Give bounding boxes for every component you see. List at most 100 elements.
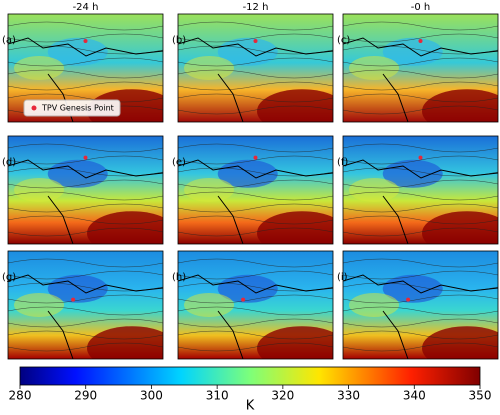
column-title: -12 h (243, 2, 269, 13)
field-blob (422, 211, 498, 244)
contour (343, 342, 498, 352)
panel-label: (i) (337, 272, 348, 283)
contour (343, 69, 498, 79)
field-blob (14, 178, 64, 202)
contour (8, 294, 163, 304)
contour (8, 191, 163, 201)
legend-text: TPV Genesis Point (41, 104, 114, 113)
contour (178, 81, 333, 91)
contour (8, 93, 163, 103)
contour (343, 306, 498, 316)
panel-frame (177, 13, 334, 123)
genesis-point (71, 297, 76, 302)
panel-frame (342, 250, 499, 360)
contour (8, 21, 163, 31)
contour (178, 306, 333, 316)
map-panel (178, 14, 333, 122)
contour (343, 143, 498, 153)
contour (343, 215, 498, 225)
field-blob (349, 178, 399, 202)
contour (343, 57, 498, 67)
panel-frame (7, 250, 164, 360)
contour (178, 21, 333, 31)
contour (343, 294, 498, 304)
coastline (343, 159, 498, 244)
map-panel (178, 136, 333, 244)
colorbar-tick-label: 300 (140, 389, 163, 403)
panel-frame (177, 135, 334, 245)
field-blob (184, 178, 234, 202)
contour (8, 227, 163, 237)
contour (8, 330, 163, 340)
contour (343, 21, 498, 31)
panel-frame (177, 250, 334, 360)
contour (343, 258, 498, 268)
contour (178, 93, 333, 103)
field-blob (87, 326, 163, 359)
column-title: -0 h (411, 2, 431, 13)
contour (8, 342, 163, 352)
coastline (8, 159, 163, 244)
contour (343, 179, 498, 189)
contour (178, 203, 333, 213)
field-blob (257, 211, 333, 244)
map-panel (8, 251, 163, 359)
panel-label: (f) (337, 157, 348, 168)
contour (8, 155, 163, 165)
contour (178, 318, 333, 328)
genesis-point (241, 297, 246, 302)
genesis-point (418, 155, 423, 160)
colorbar-ramp (19, 366, 481, 386)
contour (8, 215, 163, 225)
map-panel (178, 251, 333, 359)
contour (343, 33, 498, 43)
panel-label: (g) (2, 272, 16, 283)
legend-marker (31, 105, 37, 111)
contour (178, 69, 333, 79)
contour (178, 342, 333, 352)
contour (178, 33, 333, 43)
map-panel (343, 14, 498, 122)
contour (8, 203, 163, 213)
contour (8, 33, 163, 43)
colorbar-tick-label: 310 (206, 389, 229, 403)
field-blob (257, 89, 333, 122)
contour (178, 270, 333, 280)
panel-frame (7, 13, 164, 123)
panel-label: (d) (2, 157, 16, 168)
contour (8, 270, 163, 280)
genesis-point (83, 39, 88, 43)
contour (8, 318, 163, 328)
panel-grid (8, 14, 498, 359)
coastline (178, 37, 333, 122)
legend-box (23, 99, 121, 117)
coastline (343, 37, 498, 122)
colorbar-label: K (246, 399, 255, 414)
contour (343, 330, 498, 340)
panel-label: (c) (337, 35, 350, 46)
contour (178, 294, 333, 304)
contour (343, 318, 498, 328)
genesis-point (418, 39, 423, 43)
coastline (178, 159, 333, 244)
coastline (343, 274, 498, 359)
contour (178, 227, 333, 237)
genesis-point (406, 297, 411, 302)
panel-frame (342, 135, 499, 245)
contour (343, 227, 498, 237)
contour (343, 81, 498, 91)
colorbar-tick-label: 330 (337, 389, 360, 403)
contour (343, 93, 498, 103)
panel-frame (7, 135, 164, 245)
field-blob (257, 326, 333, 359)
colorbar-tick-label: 340 (403, 389, 426, 403)
genesis-point (253, 155, 258, 160)
panel-label: (a) (2, 35, 16, 46)
column-title: -24 h (73, 2, 99, 13)
colorbar-tick-label: 290 (74, 389, 97, 403)
contour (343, 105, 498, 115)
contour (343, 191, 498, 201)
contour (8, 306, 163, 316)
colorbar-tick-label: 320 (271, 389, 294, 403)
